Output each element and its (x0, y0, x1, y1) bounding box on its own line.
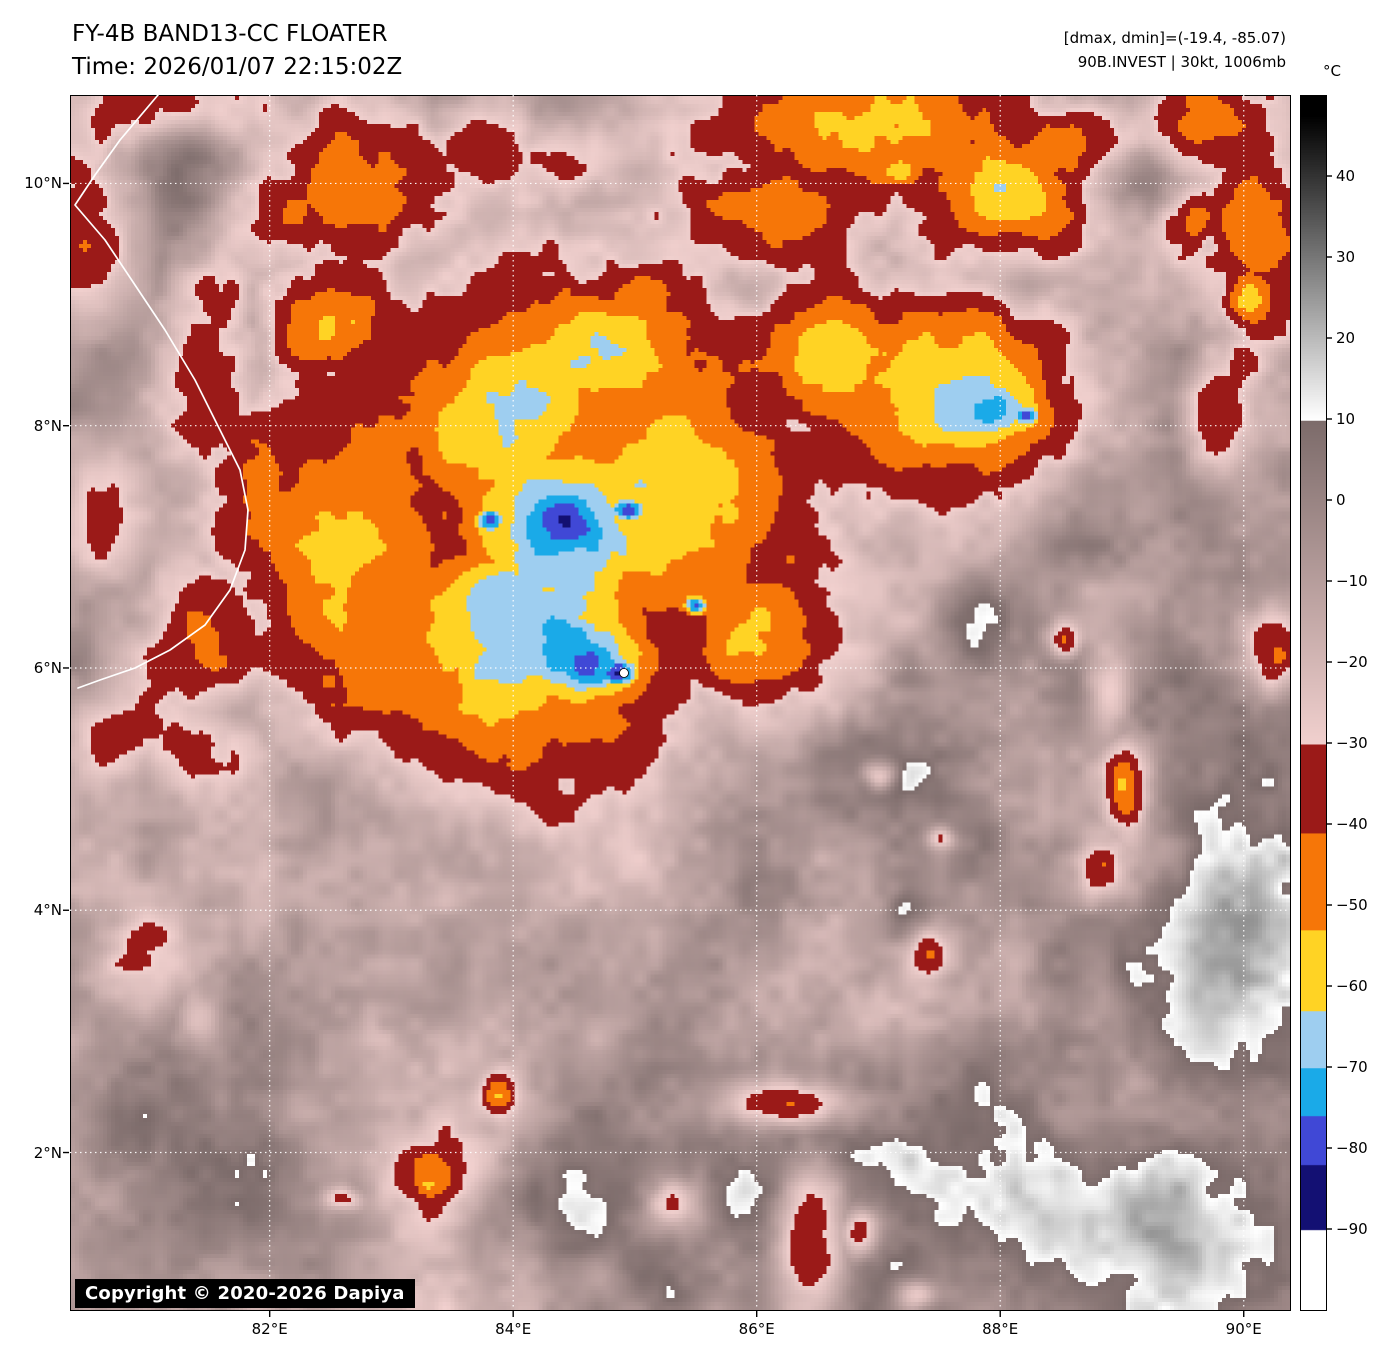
colorbar-tick-label: −30 (1336, 734, 1368, 752)
y-axis-tick-label: 2°N (33, 1143, 62, 1162)
x-axis-tick-label: 82°E (251, 1320, 288, 1338)
colorbar-tick-label: −80 (1336, 1139, 1368, 1157)
colorbar-tick-label: 40 (1336, 167, 1356, 185)
product-title: FY-4B BAND13-CC FLOATER (72, 21, 388, 47)
satellite-image-canvas (71, 96, 1290, 1310)
colorbar-tick-label: −20 (1336, 653, 1368, 671)
y-axis-tick-label: 10°N (24, 174, 62, 193)
storm-intensity-readout: 90B.INVEST | 30kt, 1006mb (1077, 53, 1286, 71)
x-axis-tick-label: 86°E (738, 1320, 775, 1338)
colorbar-tick-label: 0 (1336, 491, 1346, 509)
x-axis-tick-label: 88°E (982, 1320, 1019, 1338)
info-block: [dmax, dmin]=(-19.4, -85.07) 90B.INVEST … (1064, 26, 1286, 74)
colorbar-tick-label: −50 (1336, 896, 1368, 914)
colorbar-tick-label: −10 (1336, 572, 1368, 590)
colorbar-unit-label: °C (1323, 62, 1341, 80)
title-block: FY-4B BAND13-CC FLOATER Time: 2026/01/07… (72, 18, 402, 84)
colorbar-tick-label: −90 (1336, 1220, 1368, 1238)
y-axis-tick-label: 6°N (33, 658, 62, 677)
colorbar-tick-label: 30 (1336, 248, 1356, 266)
dmax-dmin-readout: [dmax, dmin]=(-19.4, -85.07) (1063, 29, 1286, 47)
satellite-map: Copyright © 2020-2026 Dapiya (70, 95, 1291, 1311)
colorbar-tick-label: 10 (1336, 410, 1356, 428)
copyright-label: Copyright © 2020-2026 Dapiya (75, 1279, 415, 1308)
y-axis-tick-label: 8°N (33, 416, 62, 435)
y-axis-tick-label: 4°N (33, 901, 62, 920)
x-axis-tick-label: 84°E (495, 1320, 532, 1338)
x-axis-tick-label: 90°E (1225, 1320, 1262, 1338)
timestamp: Time: 2026/01/07 22:15:02Z (72, 54, 403, 80)
colorbar-tick-label: 20 (1336, 329, 1356, 347)
colorbar-canvas (1301, 96, 1326, 1310)
colorbar (1300, 95, 1327, 1311)
colorbar-tick-label: −70 (1336, 1058, 1368, 1076)
colorbar-tick-label: −60 (1336, 977, 1368, 995)
colorbar-tick-label: −40 (1336, 815, 1368, 833)
